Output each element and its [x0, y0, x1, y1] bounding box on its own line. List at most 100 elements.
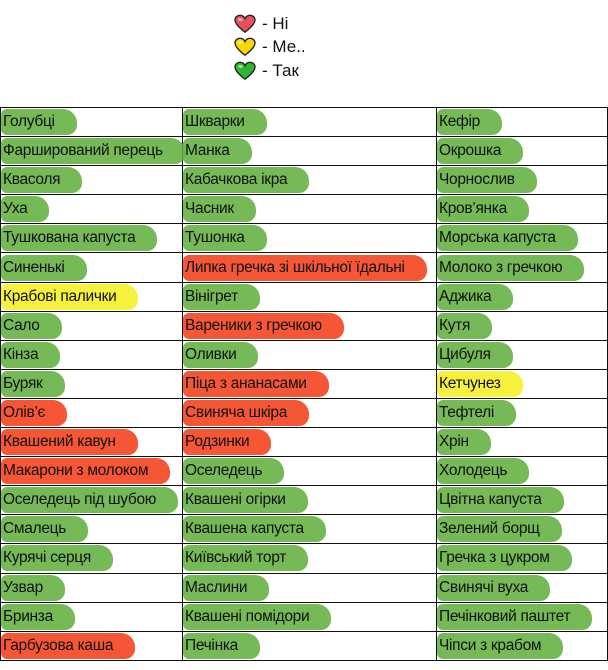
food-item-meh: Кетчунез [437, 370, 523, 397]
table-cell: Уха [0, 194, 183, 225]
table-cell: Гречка з цукром [436, 543, 608, 574]
food-item-yes: Окрошка [437, 138, 524, 165]
table-cell: Манка [182, 136, 437, 167]
food-item-yes: Молоко з гречкою [437, 254, 585, 281]
table-cell: Цвітна капуста [436, 485, 608, 516]
legend-item: - Так [234, 59, 306, 83]
food-item-yes: Оселедець [183, 458, 285, 485]
food-table: Голубці Шкварки Кефір Фарширований перець Ма… [0, 106, 608, 661]
food-item-no: Свиняча шкіра [183, 399, 310, 426]
table-cell: Київський торт [182, 543, 437, 574]
table-cell: Фарширований перець [0, 136, 185, 167]
food-item-yes: Аджика [437, 283, 514, 310]
table-cell: Холодець [436, 456, 608, 487]
food-item-yes: Синенькі [1, 254, 87, 281]
food-item-yes: Печінка [183, 632, 260, 659]
table-row: Квашений кавун Родзинки Хрін [0, 427, 608, 458]
food-item-no: Липка гречка зі шкільної їдальні [183, 254, 427, 281]
table-cell: Свинячі вуха [436, 572, 608, 603]
table-cell: Квашені помідори [182, 601, 437, 632]
table-row: Смалець Квашена капуста Зелений борщ [0, 514, 608, 545]
food-item-no: Макарони з молоком [1, 458, 171, 485]
food-item-yes: Хрін [437, 429, 491, 456]
legend-label: - Так [262, 60, 299, 80]
table-cell: Синенькі [0, 252, 183, 283]
table-cell: Кінза [0, 339, 183, 370]
table-cell: Гарбузова каша [0, 630, 183, 661]
food-item-yes: Маслини [183, 574, 270, 601]
table-cell: Макарони з молоком [0, 456, 183, 487]
food-item-yes: Чорнослив [437, 167, 537, 194]
table-cell: Сало [0, 310, 183, 341]
food-item-yes: Кінза [1, 341, 61, 368]
table-cell: Кетчунез [436, 368, 608, 399]
food-item-yes: Вінігрет [183, 283, 260, 310]
table-cell: Узвар [0, 572, 183, 603]
table-row: Крабові палички Вінігрет Аджика [0, 281, 608, 312]
food-item-yes: Манка [183, 138, 252, 165]
table-cell: Крабові палички [0, 281, 183, 312]
table-cell: Буряк [0, 368, 183, 399]
table-cell: Морська капуста [436, 223, 608, 254]
table-cell: Зелений борщ [436, 514, 608, 545]
food-item-yes: Часник [183, 196, 256, 223]
table-cell: Часник [182, 194, 437, 225]
food-item-yes: Уха [1, 196, 50, 223]
table-cell: Родзинки [182, 427, 437, 458]
table-cell: Печінковий паштет [436, 601, 608, 632]
table-cell: Курячі серця [0, 543, 183, 574]
food-item-yes: Курячі серця [1, 545, 113, 572]
table-cell: Квашені огірки [182, 485, 437, 516]
table-row: Кінза Оливки Цибуля [0, 339, 608, 370]
food-item-yes: Морська капуста [437, 225, 578, 252]
food-item-yes: Кабачкова ікра [183, 167, 310, 194]
legend: - Ні - Ме.. - Так [234, 12, 306, 83]
food-item-yes: Смалець [1, 516, 88, 543]
table-row: Синенькі Липка гречка зі шкільної їдальні… [0, 252, 608, 283]
food-item-yes: Тефтелі [437, 399, 517, 426]
heart-green-icon [234, 61, 256, 80]
table-row: Голубці Шкварки Кефір [0, 106, 608, 138]
food-item-yes: Оливки [183, 341, 259, 368]
food-item-yes: Кефір [437, 109, 502, 136]
food-item-yes: Холодець [437, 458, 530, 485]
table-cell: Оселедець під шубою [0, 485, 183, 516]
food-item-yes: Свинячі вуха [437, 574, 551, 601]
table-row: Тушкована капуста Тушонка Морська капуста [0, 223, 608, 254]
table-row: Квасоля Кабачкова ікра Чорнослив [0, 165, 608, 196]
legend-item: - Ме.. [234, 36, 306, 60]
table-cell: Чіпси з крабом [436, 630, 608, 661]
table-cell: Тушонка [182, 223, 437, 254]
food-item-yes: Тушкована капуста [1, 225, 158, 252]
table-cell: Окрошка [436, 136, 608, 167]
table-row: Курячі серця Київський торт Гречка з цукро… [0, 543, 608, 574]
table-cell: Аджика [436, 281, 608, 312]
table-cell: Вінігрет [182, 281, 437, 312]
table-row: Гарбузова каша Печінка Чіпси з крабом [0, 630, 608, 661]
food-item-yes: Чіпси з крабом [437, 632, 564, 659]
table-row: Уха Часник Кров’янка [0, 194, 608, 225]
table-row: Макарони з молоком Оселедець Холодець [0, 456, 608, 487]
food-item-no: Родзинки [183, 429, 272, 456]
food-item-no: Гарбузова каша [1, 632, 136, 659]
legend-label: - Ме.. [262, 37, 306, 57]
table-cell: Олів’є [0, 397, 183, 429]
food-item-yes: Квашена капуста [183, 516, 326, 543]
table-cell: Липка гречка зі шкільної їдальні [182, 252, 437, 283]
food-item-meh: Крабові палички [1, 283, 139, 310]
food-item-yes: Цибуля [437, 341, 513, 368]
food-item-yes: Фарширований перець [1, 138, 185, 165]
legend-item: - Ні [234, 12, 306, 36]
table-row: Бринза Квашені помідори Печінковий паштет [0, 601, 608, 632]
food-item-yes: Зелений борщ [437, 516, 562, 543]
table-row: Оселедець під шубою Квашені огірки Цвітна … [0, 485, 608, 516]
food-item-no: Олів’є [1, 399, 68, 426]
table-cell: Кефір [436, 106, 608, 138]
table-cell: Маслини [182, 572, 437, 603]
table-row: Олів’є Свиняча шкіра Тефтелі [0, 397, 608, 429]
table-cell: Печінка [182, 630, 437, 661]
table-cell: Тефтелі [436, 397, 608, 429]
table-cell: Хрін [436, 427, 608, 458]
food-item-yes: Буряк [1, 370, 65, 397]
table-cell: Піца з ананасами [182, 368, 437, 399]
